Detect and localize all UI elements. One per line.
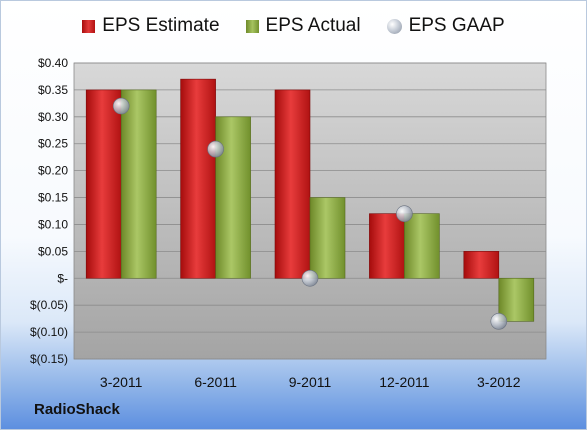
eps-actual-bar — [404, 213, 440, 279]
eps-estimate-swatch — [82, 19, 96, 33]
eps-gaap-point — [396, 205, 413, 222]
eps-gaap-point — [301, 269, 319, 287]
y-tick-label: $0.25 — [38, 137, 68, 151]
x-axis-ticks: 3-2011 6-2011 9-2011 12-2011 3-2012 — [100, 374, 521, 390]
x-tick-label: 9-2011 — [289, 374, 332, 390]
eps-estimate-bar — [180, 78, 216, 279]
legend-label: EPS Actual — [265, 15, 361, 36]
legend-label: EPS Estimate — [102, 15, 220, 36]
eps-estimate-bar — [369, 213, 405, 279]
eps-estimate-bar — [85, 89, 122, 279]
y-tick-label: $0.40 — [38, 56, 68, 70]
legend-item-eps-actual: EPS Actual — [245, 15, 361, 37]
eps-estimate-bar — [463, 251, 500, 279]
legend-label: EPS GAAP — [408, 15, 505, 36]
y-tick-label: $0.20 — [38, 164, 68, 178]
legend-item-eps-gaap: EPS GAAP — [386, 15, 505, 37]
y-tick-label: $- — [57, 271, 68, 285]
eps-actual-bar — [309, 197, 346, 279]
eps-gaap-swatch — [386, 18, 402, 34]
y-tick-label: $(0.15) — [30, 352, 68, 366]
y-tick-label: $0.35 — [38, 83, 68, 97]
eps-actual-swatch — [245, 19, 259, 33]
eps-actual-bar — [498, 277, 535, 322]
eps-gaap-point — [490, 313, 508, 330]
eps-gaap-point — [207, 140, 224, 158]
eps-gaap-point — [112, 97, 130, 115]
eps-actual-bar — [120, 89, 157, 279]
y-tick-label: $0.05 — [38, 244, 68, 258]
x-tick-label: 3-2012 — [477, 374, 521, 390]
x-tick-label: 12-2011 — [379, 374, 430, 390]
y-tick-label: $0.15 — [38, 191, 68, 205]
x-tick-label: 6-2011 — [194, 374, 237, 390]
y-tick-label: $0.30 — [38, 110, 68, 124]
y-tick-label: $0.10 — [38, 217, 68, 231]
eps-actual-bar — [215, 116, 251, 279]
y-axis-ticks: $0.40 $0.35 $0.30 $0.25 $0.20 $0.15 $0.10 $0.05… — [30, 56, 68, 366]
bars — [85, 78, 535, 322]
gaap-points — [112, 97, 508, 330]
y-tick-label: $(0.05) — [30, 298, 68, 312]
company-name: RadioShack — [34, 401, 120, 418]
legend-item-eps-estimate: EPS Estimate — [82, 15, 220, 37]
x-tick-label: 3-2011 — [100, 374, 143, 390]
eps-estimate-bar — [274, 89, 311, 279]
y-tick-label: $(0.10) — [30, 325, 68, 339]
legend: EPS Estimate EPS Actual EPS GAAP — [1, 15, 586, 37]
